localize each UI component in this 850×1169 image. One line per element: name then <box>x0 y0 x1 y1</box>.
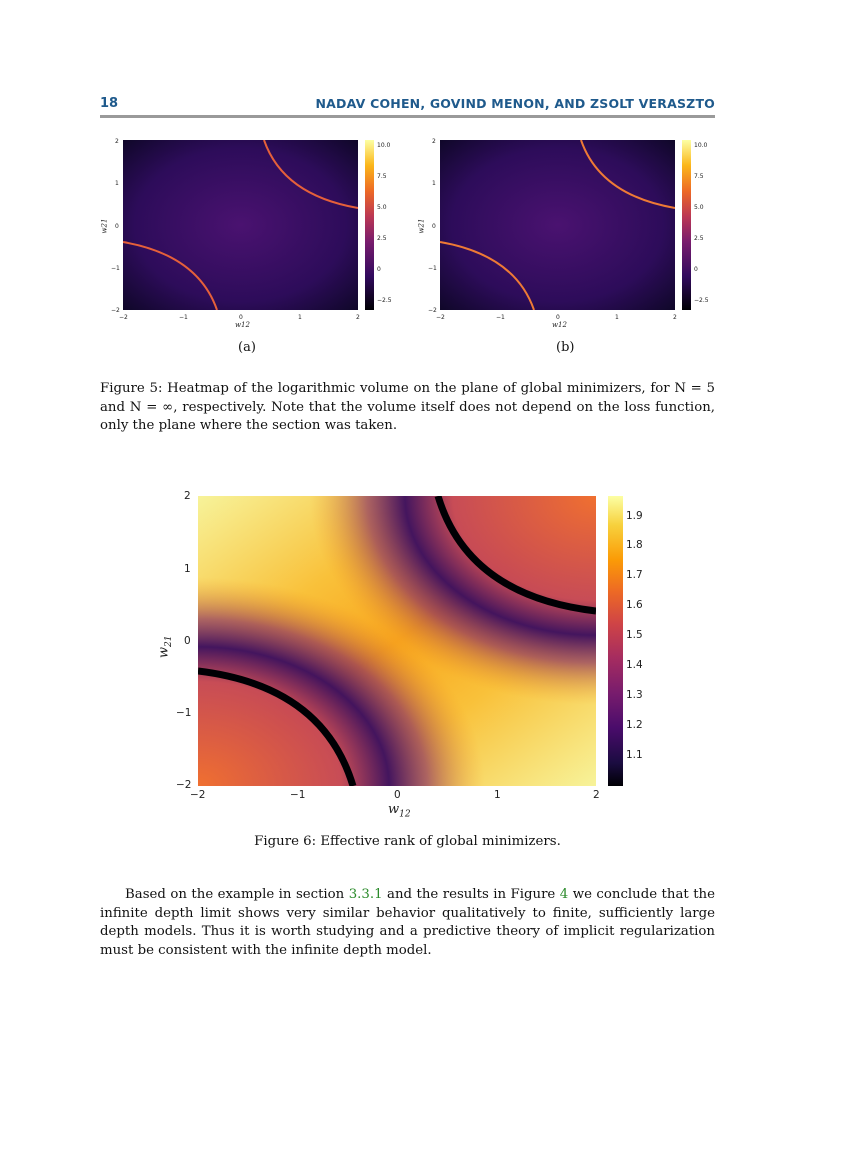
page-number: 18 <box>100 96 119 111</box>
figure-link[interactable]: 4 <box>559 887 569 902</box>
body-paragraph: Based on the example in section 3.3.1 an… <box>100 887 715 958</box>
running-authors: NADAV COHEN, GOVIND MENON, AND ZSOLT VER… <box>315 96 715 111</box>
running-header: 18 NADAV COHEN, GOVIND MENON, AND ZSOLT … <box>100 96 715 118</box>
x-axis-label: w12 <box>235 321 250 329</box>
section-link[interactable]: 3.3.1 <box>348 887 383 902</box>
figure5b: 2 1 0 −1 −2 −2 −1 0 1 2 w12 w21 10.0 7.5… <box>417 138 709 329</box>
figure6: 2 1 0 −1 −2 −2 −1 0 1 2 w12 w21 1.9 1.8 … <box>156 490 643 820</box>
figure5-caption: Figure 5: Heatmap of the logarithmic vol… <box>100 381 715 433</box>
subfigure-label-b: (b) <box>556 340 575 355</box>
header-rule <box>100 115 715 118</box>
heatmap-plot <box>123 140 358 310</box>
colorbar <box>365 140 374 310</box>
colorbar <box>608 496 623 786</box>
y-axis-label: w21 <box>417 218 426 234</box>
y-axis-label: w21 <box>100 218 109 234</box>
subfigure-label-a: (a) <box>238 340 256 355</box>
figure5a: 2 1 0 −1 −2 −2 −1 0 1 2 w12 w21 10.0 7.5… <box>100 138 392 329</box>
x-axis-label: w12 <box>552 321 567 329</box>
figure6-caption: Figure 6: Effective rank of global minim… <box>254 834 561 849</box>
x-axis-label: w12 <box>388 802 411 820</box>
y-axis-label: w21 <box>156 635 175 659</box>
heatmap-plot <box>440 140 675 310</box>
effective-rank-heatmap <box>198 496 596 786</box>
colorbar <box>682 140 691 310</box>
